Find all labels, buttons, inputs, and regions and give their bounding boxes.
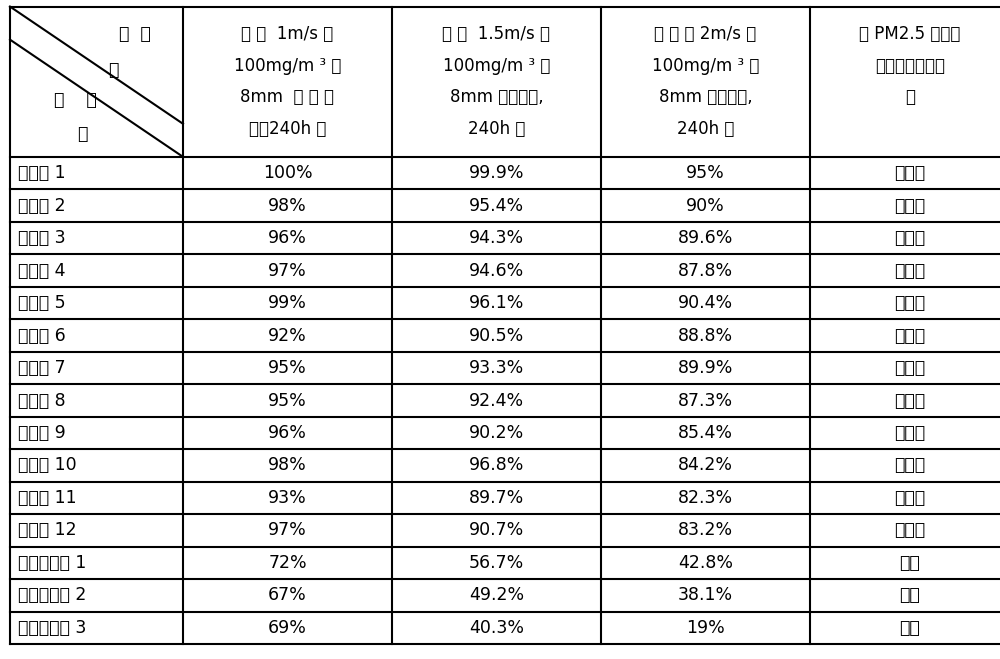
Text: 用 PM2.5 检测仪: 用 PM2.5 检测仪 (859, 26, 961, 43)
Text: 90.4%: 90.4% (678, 294, 733, 312)
Text: 94.3%: 94.3% (469, 229, 524, 247)
Text: 常 温  1.5m/s 、: 常 温 1.5m/s 、 (442, 26, 550, 43)
Text: 无脱落: 无脱落 (894, 262, 926, 279)
Text: 69%: 69% (268, 619, 307, 637)
Text: 98%: 98% (268, 196, 307, 215)
Text: 90.2%: 90.2% (469, 424, 524, 442)
Text: 实施例 8: 实施例 8 (18, 391, 66, 409)
Text: 况: 况 (905, 88, 915, 107)
Text: 42.8%: 42.8% (678, 554, 733, 572)
Text: 8mm 直径孔隙,: 8mm 直径孔隙, (450, 88, 543, 107)
Text: 95%: 95% (268, 359, 307, 377)
Text: 99.9%: 99.9% (469, 164, 524, 182)
Text: 隙，240h 后: 隙，240h 后 (249, 120, 326, 138)
Text: 90.7%: 90.7% (469, 521, 524, 540)
Text: 95%: 95% (268, 391, 307, 409)
Text: 56.7%: 56.7% (469, 554, 524, 572)
Text: 脱落: 脱落 (900, 619, 920, 637)
Text: 83.2%: 83.2% (678, 521, 733, 540)
Text: 93%: 93% (268, 489, 307, 507)
Text: 无脱落: 无脱落 (894, 424, 926, 442)
Text: 100%: 100% (263, 164, 312, 182)
Text: 90%: 90% (686, 196, 725, 215)
Text: 85.4%: 85.4% (678, 424, 733, 442)
Text: 无脱落: 无脱落 (894, 521, 926, 540)
Text: 实施例 4: 实施例 4 (18, 262, 66, 279)
Text: 87.8%: 87.8% (678, 262, 733, 279)
Text: 38.1%: 38.1% (678, 587, 733, 604)
Text: 无脱落: 无脱落 (894, 229, 926, 247)
Text: 实施例 5: 实施例 5 (18, 294, 66, 312)
Text: 100mg/m ³ 时: 100mg/m ³ 时 (652, 57, 759, 75)
Text: 87.3%: 87.3% (678, 391, 733, 409)
Text: 实施例 10: 实施例 10 (18, 457, 77, 474)
Text: 无脱落: 无脱落 (894, 489, 926, 507)
Text: 96.8%: 96.8% (469, 457, 524, 474)
Text: 无脱落: 无脱落 (894, 164, 926, 182)
Text: 89.6%: 89.6% (678, 229, 733, 247)
Text: 脱落: 脱落 (900, 554, 920, 572)
Text: 实施例 12: 实施例 12 (18, 521, 77, 540)
Text: 93.3%: 93.3% (469, 359, 524, 377)
Text: 240h 后: 240h 后 (677, 120, 734, 138)
Text: 82.3%: 82.3% (678, 489, 733, 507)
Text: 无脱落: 无脱落 (894, 457, 926, 474)
Text: 条  件: 条 件 (119, 24, 150, 43)
Text: 对比实施例 1: 对比实施例 1 (18, 554, 86, 572)
Text: 对比实施例 2: 对比实施例 2 (18, 587, 86, 604)
Text: 96%: 96% (268, 229, 307, 247)
Text: 94.6%: 94.6% (469, 262, 524, 279)
Text: 84.2%: 84.2% (678, 457, 733, 474)
Text: 88.8%: 88.8% (678, 326, 733, 345)
Text: 97%: 97% (268, 521, 307, 540)
Text: 8mm 直径孔隙,: 8mm 直径孔隙, (659, 88, 752, 107)
Text: 实施例 7: 实施例 7 (18, 359, 66, 377)
Text: 240h 后: 240h 后 (468, 120, 525, 138)
Text: 实施例 2: 实施例 2 (18, 196, 66, 215)
Text: 89.9%: 89.9% (678, 359, 733, 377)
Text: 95%: 95% (686, 164, 725, 182)
Text: 49.2%: 49.2% (469, 587, 524, 604)
Text: 实施例 1: 实施例 1 (18, 164, 66, 182)
Text: 72%: 72% (268, 554, 307, 572)
Text: 方    果: 方 果 (54, 91, 97, 109)
Text: 实施例 11: 实施例 11 (18, 489, 77, 507)
Text: 实施例 3: 实施例 3 (18, 229, 66, 247)
Text: 常 温 、 2m/s 、: 常 温 、 2m/s 、 (654, 26, 757, 43)
Text: 常 温  1m/s 、: 常 温 1m/s 、 (241, 26, 334, 43)
Text: 案: 案 (77, 125, 88, 143)
Text: 95.4%: 95.4% (469, 196, 524, 215)
Text: 98%: 98% (268, 457, 307, 474)
Text: 对比实施例 3: 对比实施例 3 (18, 619, 86, 637)
Text: 96.1%: 96.1% (469, 294, 524, 312)
Text: 无脱落: 无脱落 (894, 196, 926, 215)
Text: 90.5%: 90.5% (469, 326, 524, 345)
Text: 效: 效 (109, 61, 119, 78)
Text: 19%: 19% (686, 619, 725, 637)
Text: 92%: 92% (268, 326, 307, 345)
Text: 97%: 97% (268, 262, 307, 279)
Text: 无脱落: 无脱落 (894, 391, 926, 409)
Text: 无脱落: 无脱落 (894, 359, 926, 377)
Text: 67%: 67% (268, 587, 307, 604)
Text: 8mm  直 径 孔: 8mm 直 径 孔 (240, 88, 334, 107)
Text: 96%: 96% (268, 424, 307, 442)
Text: 89.7%: 89.7% (469, 489, 524, 507)
Text: 100mg/m ³ 时: 100mg/m ³ 时 (234, 57, 341, 75)
Text: 实施例 6: 实施例 6 (18, 326, 66, 345)
Text: 无脱落: 无脱落 (894, 294, 926, 312)
Text: 无脱落: 无脱落 (894, 326, 926, 345)
Text: 实施例 9: 实施例 9 (18, 424, 66, 442)
Text: 检测灰尘脱落情: 检测灰尘脱落情 (875, 57, 945, 75)
Text: 100mg/m ³ 时: 100mg/m ³ 时 (443, 57, 550, 75)
Text: 脱落: 脱落 (900, 587, 920, 604)
Text: 40.3%: 40.3% (469, 619, 524, 637)
Text: 92.4%: 92.4% (469, 391, 524, 409)
Text: 99%: 99% (268, 294, 307, 312)
